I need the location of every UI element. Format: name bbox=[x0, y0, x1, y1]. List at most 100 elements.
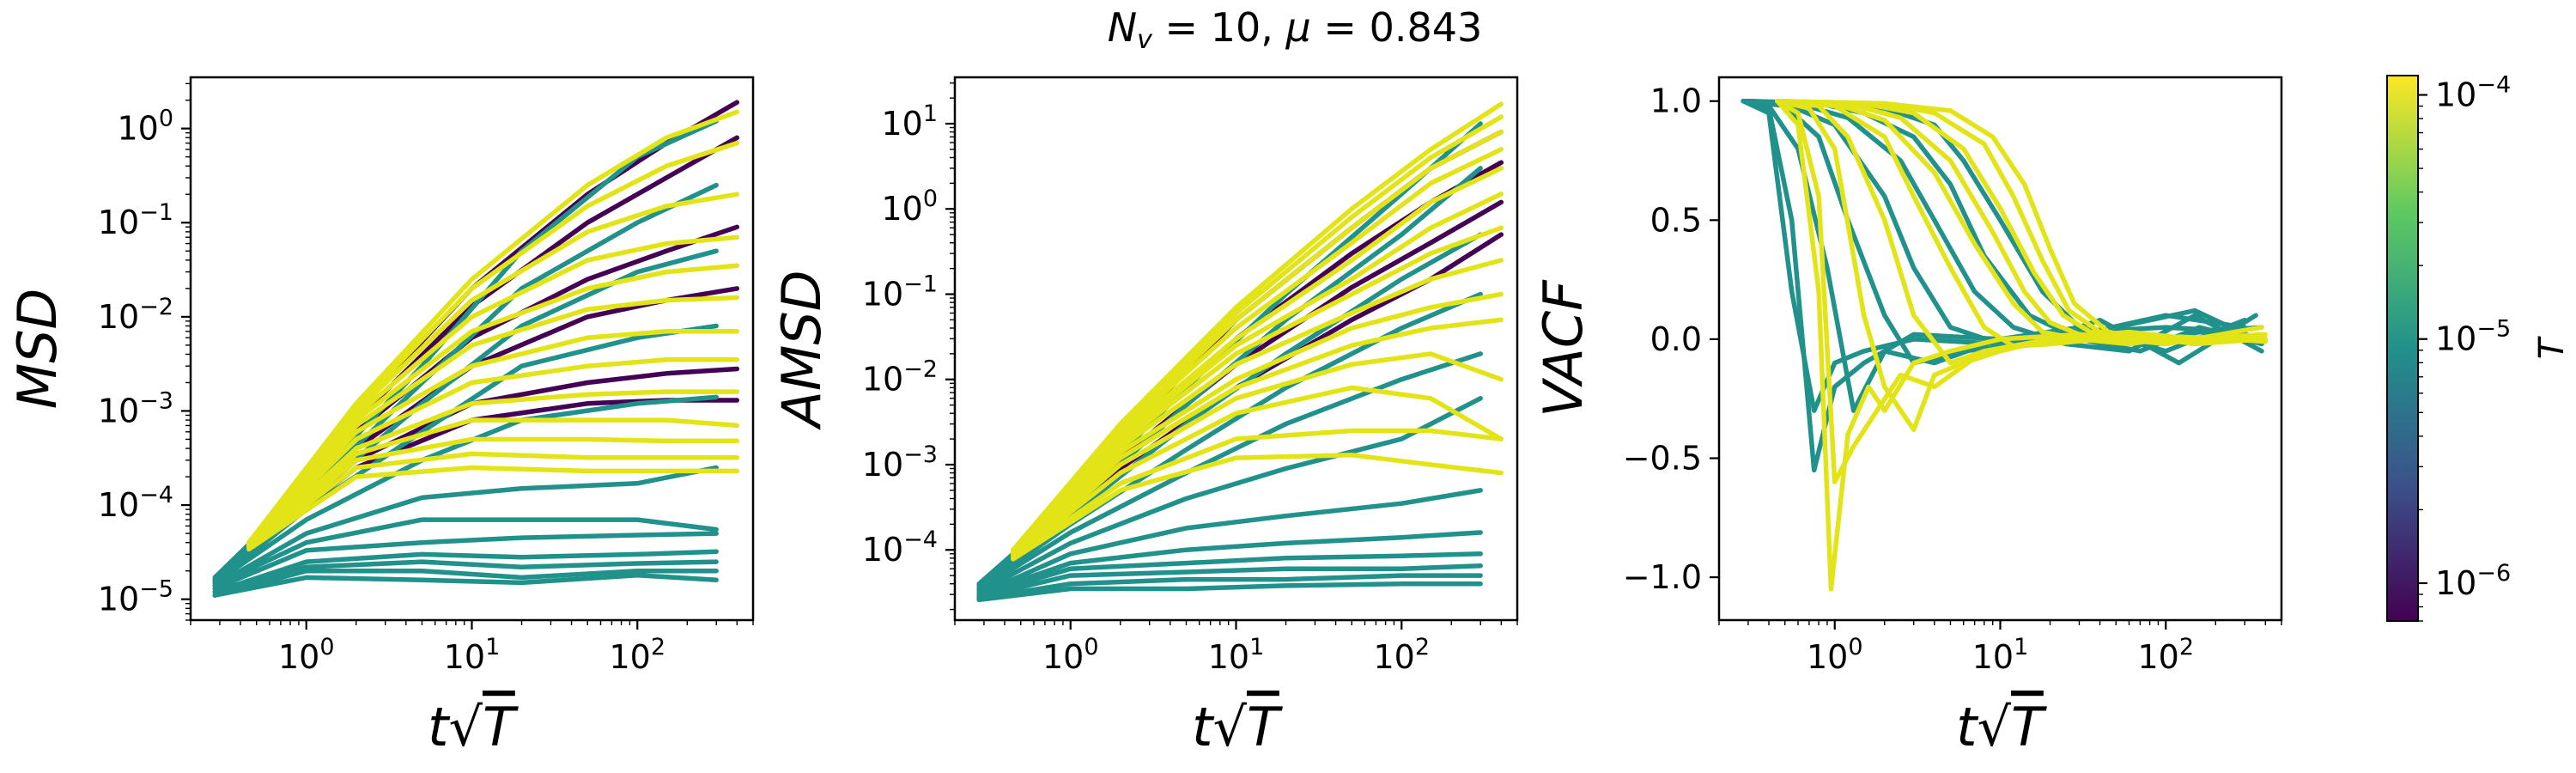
vacf-ytick-label-4: 1.0 bbox=[1650, 82, 1702, 120]
msd-series-line-27 bbox=[246, 417, 740, 550]
amsd-xtick-label-0: 100 bbox=[1042, 634, 1099, 676]
msd-ytick-label-4: 10−1 bbox=[98, 199, 173, 241]
amsd-ytick-label-1: 10−3 bbox=[862, 441, 938, 484]
vacf-series-layer bbox=[1741, 98, 2269, 592]
msd-series-line-22 bbox=[246, 263, 740, 546]
amsd-series-line-25 bbox=[1011, 317, 1504, 558]
msd-series-line-26 bbox=[246, 389, 740, 550]
amsd-series-line-26 bbox=[1011, 351, 1504, 559]
msd-series-line-29 bbox=[246, 451, 740, 551]
amsd-series-line-8 bbox=[976, 351, 1483, 593]
amsd-xlabel-radical: √ bbox=[1212, 696, 1247, 758]
amsd-ytick-label-3: 10−1 bbox=[862, 271, 938, 313]
msd-series-line-20 bbox=[246, 192, 740, 545]
msd-ytick-label-5: 100 bbox=[117, 106, 173, 148]
msd-ticks-layer: 100 101 102 10−5 10−4 10−3 10−2 10−1 100 bbox=[98, 82, 754, 676]
msd-series-line-28 bbox=[246, 436, 740, 551]
suptitle-mu: μ bbox=[1285, 4, 1311, 51]
amsd-ylabel: AMSD bbox=[770, 270, 833, 430]
panel-msd: 100 101 102 10−5 10−4 10−3 10−2 10−1 100 MSD t√T bbox=[6, 76, 755, 758]
vacf-ytick-label-0: −1.0 bbox=[1623, 558, 1702, 596]
suptitle-n: N bbox=[1108, 4, 1137, 51]
msd-xlabel-radical: √ bbox=[448, 696, 483, 758]
vacf-xlabel-T: T bbox=[2011, 696, 2047, 758]
vacf-ylabel: VACF bbox=[1532, 279, 1595, 417]
amsd-series-line-22 bbox=[1011, 225, 1504, 556]
vacf-xtick-label-2: 102 bbox=[2137, 634, 2194, 676]
amsd-series-line-15 bbox=[976, 581, 1483, 603]
colorbar-tick-label-2: 10−4 bbox=[2435, 72, 2511, 114]
msd-series-line-14 bbox=[212, 549, 719, 594]
amsd-series-line-11 bbox=[976, 530, 1483, 597]
amsd-xlabel-t: t bbox=[1192, 696, 1215, 758]
msd-series-line-21 bbox=[246, 234, 740, 546]
msd-series-line-16 bbox=[212, 568, 719, 598]
amsd-series-line-13 bbox=[976, 563, 1483, 600]
colorbar-tick-label-0: 10−6 bbox=[2435, 560, 2511, 602]
amsd-xtick-label-2: 102 bbox=[1373, 634, 1430, 676]
amsd-series-line-27 bbox=[1011, 385, 1504, 560]
vacf-xlabel-t: t bbox=[1956, 696, 1979, 758]
vacf-series-line-17 bbox=[1775, 98, 2269, 342]
amsd-series-line-12 bbox=[976, 551, 1483, 599]
amsd-series-line-29 bbox=[1011, 452, 1504, 562]
amsd-series-line-23 bbox=[1011, 258, 1504, 557]
vacf-xtick-label-1: 101 bbox=[1972, 634, 2029, 676]
amsd-ytick-label-0: 10−4 bbox=[862, 526, 938, 569]
msd-ytick-label-2: 10−3 bbox=[98, 387, 173, 429]
msd-ytick-label-1: 10−4 bbox=[98, 482, 173, 524]
msd-series-line-12 bbox=[212, 517, 719, 588]
vacf-series-line-0 bbox=[1741, 98, 2247, 413]
msd-xtick-label-0: 100 bbox=[278, 634, 335, 676]
vacf-ytick-label-1: −0.5 bbox=[1623, 440, 1702, 478]
panel-vacf: 100 101 102 −1.0 −0.5 0.0 0.5 1.0 VACF t√T bbox=[1532, 76, 2283, 758]
vacf-xtick-label-0: 100 bbox=[1807, 634, 1863, 676]
msd-ytick-label-3: 10−2 bbox=[98, 294, 173, 336]
msd-ylabel: MSD bbox=[6, 289, 69, 410]
vacf-xlabel: t√T bbox=[1956, 696, 2047, 758]
msd-series-line-23 bbox=[246, 295, 740, 547]
amsd-ytick-label-4: 100 bbox=[881, 186, 938, 228]
suptitle-n-sub: v bbox=[1137, 25, 1153, 55]
vacf-ytick-label-3: 0.5 bbox=[1650, 201, 1702, 239]
amsd-ytick-label-5: 101 bbox=[881, 100, 938, 143]
colorbar-ticks: 10−6 10−5 10−4 bbox=[2418, 72, 2511, 622]
amsd-xtick-label-1: 101 bbox=[1208, 634, 1265, 676]
amsd-series-line-24 bbox=[1011, 291, 1504, 557]
vacf-ticks-layer: 100 101 102 −1.0 −0.5 0.0 0.5 1.0 bbox=[1623, 82, 2282, 676]
msd-series-line-24 bbox=[246, 329, 740, 547]
msd-series-line-25 bbox=[246, 357, 740, 549]
amsd-series-line-28 bbox=[1011, 428, 1504, 561]
panel-amsd: 100 101 102 10−4 10−3 10−2 10−1 100 101 AMSD t√T bbox=[770, 76, 1519, 758]
amsd-xlabel-T: T bbox=[1247, 696, 1283, 758]
amsd-ytick-label-2: 10−2 bbox=[862, 356, 938, 399]
vacf-ytick-label-2: 0.0 bbox=[1650, 320, 1702, 358]
msd-series-line-30 bbox=[246, 465, 740, 552]
msd-series-line-13 bbox=[212, 531, 719, 591]
msd-series-line-17 bbox=[212, 572, 719, 598]
colorbar-tick-label-1: 10−5 bbox=[2435, 316, 2511, 358]
suptitle-rest: = 10, bbox=[1152, 4, 1286, 51]
msd-xlabel: t√T bbox=[428, 696, 519, 758]
colorbar-gradient bbox=[2386, 75, 2419, 622]
amsd-series-line-7 bbox=[976, 291, 1483, 592]
suptitle: Nv = 10, μ = 0.843 bbox=[1108, 4, 1483, 55]
vacf-series-line-9 bbox=[1775, 98, 2264, 484]
msd-series-layer bbox=[212, 100, 740, 598]
msd-ytick-label-0: 10−5 bbox=[98, 576, 173, 618]
vacf-series-line-2 bbox=[1741, 98, 2247, 413]
colorbar: 10−6 10−5 10−4 T bbox=[2386, 72, 2572, 622]
amsd-series-line-10 bbox=[976, 488, 1483, 597]
amsd-xlabel: t√T bbox=[1192, 696, 1283, 758]
vacf-xlabel-radical: √ bbox=[1977, 696, 2011, 758]
msd-xtick-label-2: 102 bbox=[609, 634, 665, 676]
msd-xtick-label-1: 101 bbox=[444, 634, 501, 676]
suptitle-rest2: = 0.843 bbox=[1311, 4, 1482, 51]
msd-series-line-15 bbox=[212, 559, 719, 594]
vacf-series-line-4 bbox=[1741, 98, 2258, 347]
amsd-series-layer bbox=[976, 101, 1504, 603]
colorbar-label: T bbox=[2532, 335, 2572, 359]
msd-xlabel-t: t bbox=[428, 696, 451, 758]
amsd-series-line-14 bbox=[976, 573, 1483, 601]
